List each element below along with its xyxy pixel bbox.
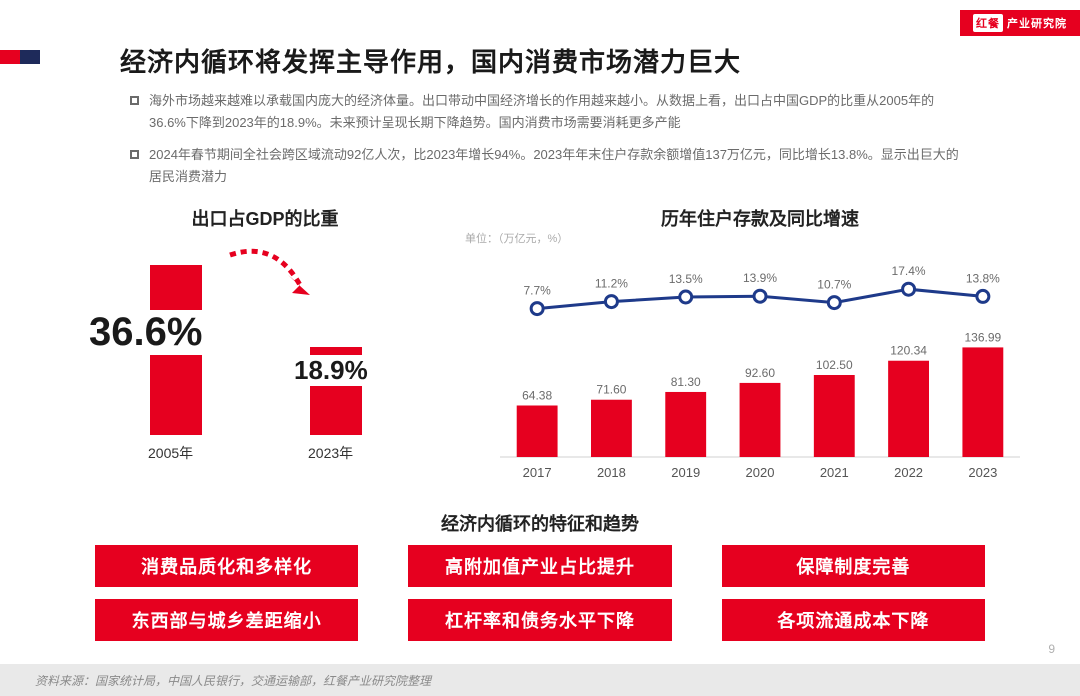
page-number: 9 [1048, 642, 1055, 656]
deposit-bar-label: 136.99 [965, 330, 1002, 344]
bullet-icon [130, 96, 139, 105]
bullet-item: 海外市场越来越难以承载国内庞大的经济体量。出口带动中国经济增长的作用越来越小。从… [130, 90, 960, 134]
deposit-year-label: 2019 [671, 465, 700, 480]
growth-marker [754, 290, 766, 302]
deposit-year-label: 2017 [523, 465, 552, 480]
gdp-value-label: 36.6% [85, 310, 206, 355]
growth-marker [680, 291, 692, 303]
bullet-list: 海外市场越来越难以承载国内庞大的经济体量。出口带动中国经济增长的作用越来越小。从… [130, 90, 960, 198]
deposit-year-label: 2021 [820, 465, 849, 480]
deposit-bar-label: 64.38 [522, 388, 552, 402]
growth-label: 7.7% [523, 284, 551, 298]
feature-box: 保障制度完善 [722, 545, 985, 587]
growth-label: 10.7% [817, 278, 851, 292]
growth-label: 13.5% [669, 272, 703, 286]
bullet-icon [130, 150, 139, 159]
features-title: 经济内循环的特征和趋势 [0, 510, 1080, 536]
deposit-bar-label: 81.30 [671, 375, 701, 389]
deposit-bar [814, 375, 855, 457]
growth-label: 13.8% [966, 271, 1000, 285]
growth-label: 11.2% [595, 277, 628, 291]
growth-marker [828, 297, 840, 309]
deposit-year-label: 2020 [746, 465, 775, 480]
gdp-value-label: 18.9% [290, 355, 372, 386]
deposit-bar-label: 92.60 [745, 366, 775, 380]
growth-marker [903, 283, 915, 295]
deposit-chart: 历年住户存款及同比增速 单位：（万亿元，%） 64.3820177.7%71.6… [500, 205, 1020, 485]
feature-box: 杠杆率和债务水平下降 [408, 599, 671, 641]
deposit-year-label: 2018 [597, 465, 626, 480]
decline-arrow-icon [220, 245, 330, 315]
deposit-bar [665, 392, 706, 457]
logo-suffix: 产业研究院 [1007, 15, 1067, 31]
feature-box: 消费品质化和多样化 [95, 545, 358, 587]
right-chart-plot: 64.38 2017 7.7% 71.60 2018 11.2% 81.30 2019 13.5… [500, 250, 1020, 485]
deposit-bar [517, 405, 558, 457]
deposit-bar [962, 347, 1003, 457]
deposit-year-label: 2023 [968, 465, 997, 480]
deposit-bar-label: 120.34 [890, 344, 927, 358]
slide: 红餐 产业研究院 经济内循环将发挥主导作用，国内消费市场潜力巨大 海外市场越来越… [0, 0, 1080, 696]
growth-marker [531, 303, 543, 315]
source-footer: 资料来源：国家统计局，中国人民银行，交通运输部，红餐产业研究院整理 [0, 664, 1080, 696]
bullet-text: 2024年春节期间全社会跨区域流动92亿人次，比2023年增长94%。2023年… [149, 144, 960, 188]
deposit-bar [591, 400, 632, 457]
bullet-item: 2024年春节期间全社会跨区域流动92亿人次，比2023年增长94%。2023年… [130, 144, 960, 188]
accent-stripe [0, 50, 40, 64]
gdp-export-chart: 出口占GDP的比重 36.6%2005年18.9%2023年 [95, 205, 435, 485]
gdp-year-label: 2005年 [148, 443, 193, 463]
right-chart-unit: 单位：（万亿元，%） [465, 230, 568, 246]
feature-box: 东西部与城乡差距缩小 [95, 599, 358, 641]
bullet-text: 海外市场越来越难以承载国内庞大的经济体量。出口带动中国经济增长的作用越来越小。从… [149, 90, 960, 134]
deposit-bar [888, 361, 929, 457]
logo-brand: 红餐 [973, 14, 1003, 32]
brand-logo: 红餐 产业研究院 [960, 10, 1080, 36]
deposit-bar-label: 102.50 [816, 358, 853, 372]
growth-marker [977, 290, 989, 302]
gdp-year-label: 2023年 [308, 443, 353, 463]
deposit-bar-label: 71.60 [596, 383, 626, 397]
feature-grid: 消费品质化和多样化 高附加值产业占比提升 保障制度完善东西部与城乡差距缩小 杠杆率和债… [95, 545, 985, 641]
growth-label: 13.9% [743, 271, 777, 285]
left-chart-title: 出口占GDP的比重 [95, 205, 435, 231]
right-chart-title: 历年住户存款及同比增速 [500, 205, 1020, 231]
feature-box: 高附加值产业占比提升 [408, 545, 671, 587]
growth-label: 17.4% [892, 264, 926, 278]
deposit-year-label: 2022 [894, 465, 923, 480]
deposit-bar [740, 383, 781, 457]
growth-marker [605, 296, 617, 308]
feature-box: 各项流通成本下降 [722, 599, 985, 641]
page-title: 经济内循环将发挥主导作用，国内消费市场潜力巨大 [120, 42, 741, 79]
